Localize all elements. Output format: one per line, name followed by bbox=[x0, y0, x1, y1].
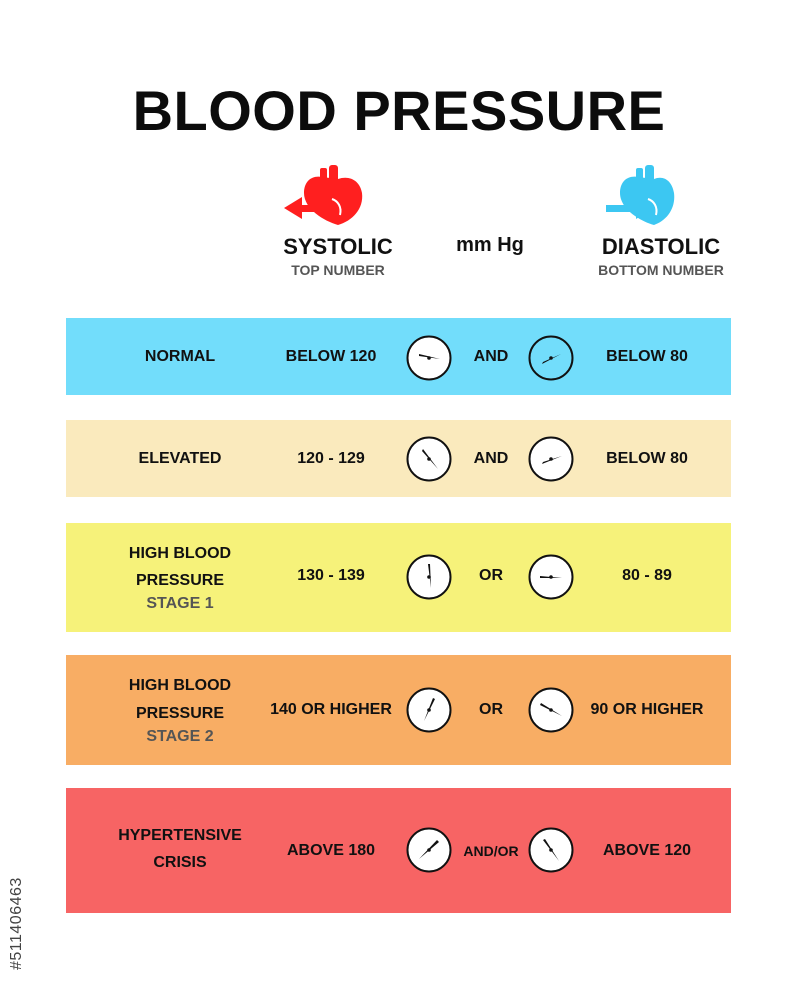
band-normal: NORMAL BELOW 120 AND BELOW 80 bbox=[66, 318, 731, 395]
diastolic-gauge-icon bbox=[528, 827, 574, 873]
systolic-value: 120 - 129 bbox=[297, 449, 365, 467]
diastolic-value: ABOVE 120 bbox=[602, 841, 692, 859]
systolic-header: SYSTOLIC TOP NUMBER bbox=[258, 234, 418, 278]
systolic-gauge-icon bbox=[406, 687, 452, 733]
diastolic-heart-icon bbox=[606, 165, 675, 225]
category-line2: CRISIS bbox=[153, 854, 207, 871]
diastolic-gauge-icon bbox=[528, 335, 574, 381]
band-stage-2: HIGH BLOOD PRESSURE STAGE 2 140 OR HIGHE… bbox=[66, 655, 731, 765]
category-label: HIGH BLOOD PRESSURE STAGE 1 bbox=[90, 523, 270, 632]
diastolic-sub-label: BOTTOM NUMBER bbox=[598, 262, 724, 278]
stage-label: STAGE 1 bbox=[146, 595, 214, 613]
category-label: ELEVATED bbox=[90, 420, 270, 497]
systolic-sub-label: TOP NUMBER bbox=[291, 262, 385, 278]
unit-label: mm Hg bbox=[456, 234, 524, 256]
category-line1: ELEVATED bbox=[138, 449, 222, 467]
systolic-heart-icon bbox=[284, 165, 363, 225]
diastolic-value: 80 - 89 bbox=[622, 567, 672, 584]
connector-label: AND/OR bbox=[463, 842, 519, 859]
connector-label: OR bbox=[479, 567, 503, 584]
category-line1: HYPERTENSIVE bbox=[118, 826, 242, 844]
category-line2: PRESSURE bbox=[135, 572, 225, 590]
category-line2: PRESSURE bbox=[135, 704, 225, 722]
diastolic-gauge-icon bbox=[528, 554, 574, 600]
systolic-gauge-icon bbox=[406, 827, 452, 873]
page-title: BLOOD PRESSURE bbox=[132, 79, 666, 142]
diastolic-value: BELOW 80 bbox=[606, 449, 688, 467]
connector-label: AND bbox=[473, 347, 509, 365]
stock-image-id: #511406463 bbox=[8, 770, 32, 990]
diastolic-gauge-icon bbox=[528, 436, 574, 482]
systolic-label: SYSTOLIC bbox=[283, 234, 393, 259]
connector-label: OR bbox=[479, 701, 503, 718]
band-hypertensive-crisis: HYPERTENSIVE CRISIS ABOVE 180 AND/OR ABO… bbox=[66, 788, 731, 913]
systolic-gauge-icon bbox=[406, 436, 452, 482]
diastolic-value: BELOW 80 bbox=[606, 347, 688, 365]
category-line1: HIGH BLOOD bbox=[128, 544, 232, 562]
category-label: HYPERTENSIVE CRISIS bbox=[90, 788, 270, 910]
diastolic-header: DIASTOLIC BOTTOM NUMBER bbox=[556, 234, 766, 278]
systolic-value: ABOVE 180 bbox=[286, 841, 376, 859]
band-elevated: ELEVATED 120 - 129 AND BELOW 80 bbox=[66, 420, 731, 497]
category-label: NORMAL bbox=[90, 318, 270, 395]
systolic-value: BELOW 120 bbox=[285, 347, 377, 365]
category-line1: NORMAL bbox=[144, 347, 216, 365]
systolic-gauge-icon bbox=[406, 335, 452, 381]
connector-label: AND bbox=[473, 449, 509, 467]
category-label: HIGH BLOOD PRESSURE STAGE 2 bbox=[90, 655, 270, 765]
stock-image-id-text: #511406463 bbox=[8, 877, 25, 970]
diastolic-value: 90 OR HIGHER bbox=[590, 701, 704, 718]
systolic-value: 140 OR HIGHER bbox=[270, 701, 392, 718]
stage-label: STAGE 2 bbox=[146, 727, 214, 745]
systolic-value: 130 - 139 bbox=[297, 567, 365, 584]
category-line1: HIGH BLOOD bbox=[128, 677, 232, 695]
systolic-gauge-icon bbox=[406, 554, 452, 600]
diastolic-label: DIASTOLIC bbox=[601, 234, 721, 259]
diastolic-gauge-icon bbox=[528, 687, 574, 733]
band-stage-1: HIGH BLOOD PRESSURE STAGE 1 130 - 139 OR… bbox=[66, 523, 731, 632]
